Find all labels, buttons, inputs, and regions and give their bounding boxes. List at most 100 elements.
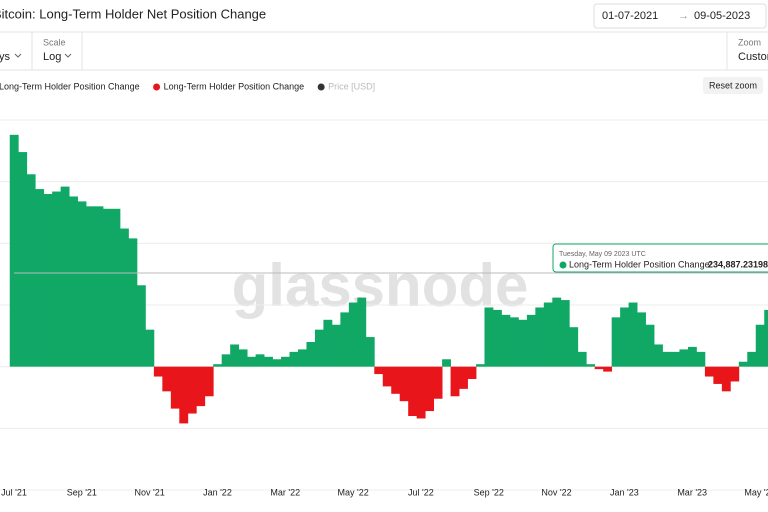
bar (162, 366, 172, 392)
bar (459, 366, 468, 389)
bar (586, 364, 596, 367)
bar (365, 337, 375, 367)
date-arrow: → (678, 10, 689, 22)
bar (569, 327, 579, 367)
bar (467, 366, 477, 379)
bar (94, 206, 104, 367)
bar (577, 351, 587, 367)
legend-swatch (153, 83, 161, 91)
bar (119, 228, 129, 367)
x-tick-label: May '22 (337, 487, 368, 497)
date-range[interactable] (593, 3, 767, 29)
bar (255, 354, 265, 367)
tooltip-series: Long-Term Holder Position Change: (569, 259, 712, 269)
legend-label: Long-Term Holder Position Change (0, 81, 140, 91)
bar (416, 366, 426, 419)
bar (526, 314, 536, 367)
bar (297, 349, 307, 367)
watermark: glassnode (232, 252, 529, 319)
bar (543, 302, 553, 367)
bar (670, 351, 680, 367)
bar (476, 364, 485, 367)
bar (518, 319, 528, 367)
bar (611, 317, 621, 367)
bar (594, 366, 604, 370)
legend-label: Long-Term Holder Position Change (164, 81, 305, 91)
bar (603, 366, 613, 372)
bar (374, 366, 384, 375)
bar (86, 206, 95, 367)
bar (620, 307, 630, 367)
bar (306, 342, 316, 367)
reset-zoom-button[interactable] (703, 77, 763, 94)
x-tick-label: Jul '21 (1, 487, 27, 497)
bar (382, 366, 392, 387)
bar (654, 344, 663, 367)
bar (77, 201, 87, 367)
bar (111, 208, 121, 367)
bar (738, 361, 748, 367)
bar (221, 354, 231, 367)
date-from[interactable]: 01-07-2021 (602, 10, 658, 22)
bar (18, 152, 28, 367)
bar (348, 302, 358, 367)
bar (501, 314, 511, 367)
tooltip (552, 243, 768, 273)
bar (179, 366, 189, 424)
bar (9, 134, 19, 367)
bar (60, 186, 70, 367)
chevron (14, 53, 22, 58)
bar (247, 356, 257, 367)
bar (679, 349, 689, 367)
bar (213, 364, 223, 367)
bar (535, 307, 545, 367)
bar (170, 366, 180, 409)
chevron (64, 53, 72, 58)
bar (442, 359, 451, 367)
scale-label: Scale (43, 37, 66, 47)
date-to[interactable]: 09-05-2023 (694, 10, 750, 22)
bar (721, 366, 731, 392)
bar (730, 366, 740, 382)
bar (323, 319, 333, 367)
bar (128, 238, 138, 367)
bar (52, 191, 62, 367)
bar (103, 208, 112, 367)
x-tick-label: Nov '22 (541, 487, 571, 497)
x-tick-label: Sep '21 (67, 487, 97, 497)
bar (391, 366, 401, 394)
bar (637, 312, 646, 367)
x-tick-label: Jan '23 (610, 487, 639, 497)
bar (713, 366, 723, 384)
legend-swatch (317, 83, 325, 91)
bar (331, 324, 341, 367)
bar (764, 309, 768, 367)
zoom-select[interactable]: Custom (738, 51, 768, 63)
bar (425, 366, 435, 412)
bar (433, 366, 443, 399)
tooltip-value: 234,887.23198 (708, 259, 768, 269)
bar (204, 366, 214, 397)
bar (696, 351, 706, 367)
bar (136, 285, 146, 367)
bar (43, 194, 53, 367)
x-tick-label: Jan '22 (203, 487, 232, 497)
bar (755, 324, 765, 367)
bar (281, 356, 290, 367)
bar (35, 189, 45, 367)
reset-zoom-label[interactable]: Reset zoom (709, 80, 757, 90)
bar (289, 351, 299, 367)
bar (69, 196, 78, 367)
bar (264, 356, 273, 367)
bar (704, 366, 714, 377)
bar (187, 366, 197, 414)
tooltip-date: Tuesday, May 09 2023 UTC (559, 251, 646, 258)
bar (492, 309, 502, 367)
scale-select[interactable]: Log (43, 51, 61, 63)
bar (399, 366, 409, 402)
bar (314, 329, 324, 367)
resolution-select[interactable]: Days (0, 51, 11, 63)
bar (230, 344, 240, 367)
bar (662, 351, 672, 367)
x-tick-label: May '23 (744, 487, 768, 497)
